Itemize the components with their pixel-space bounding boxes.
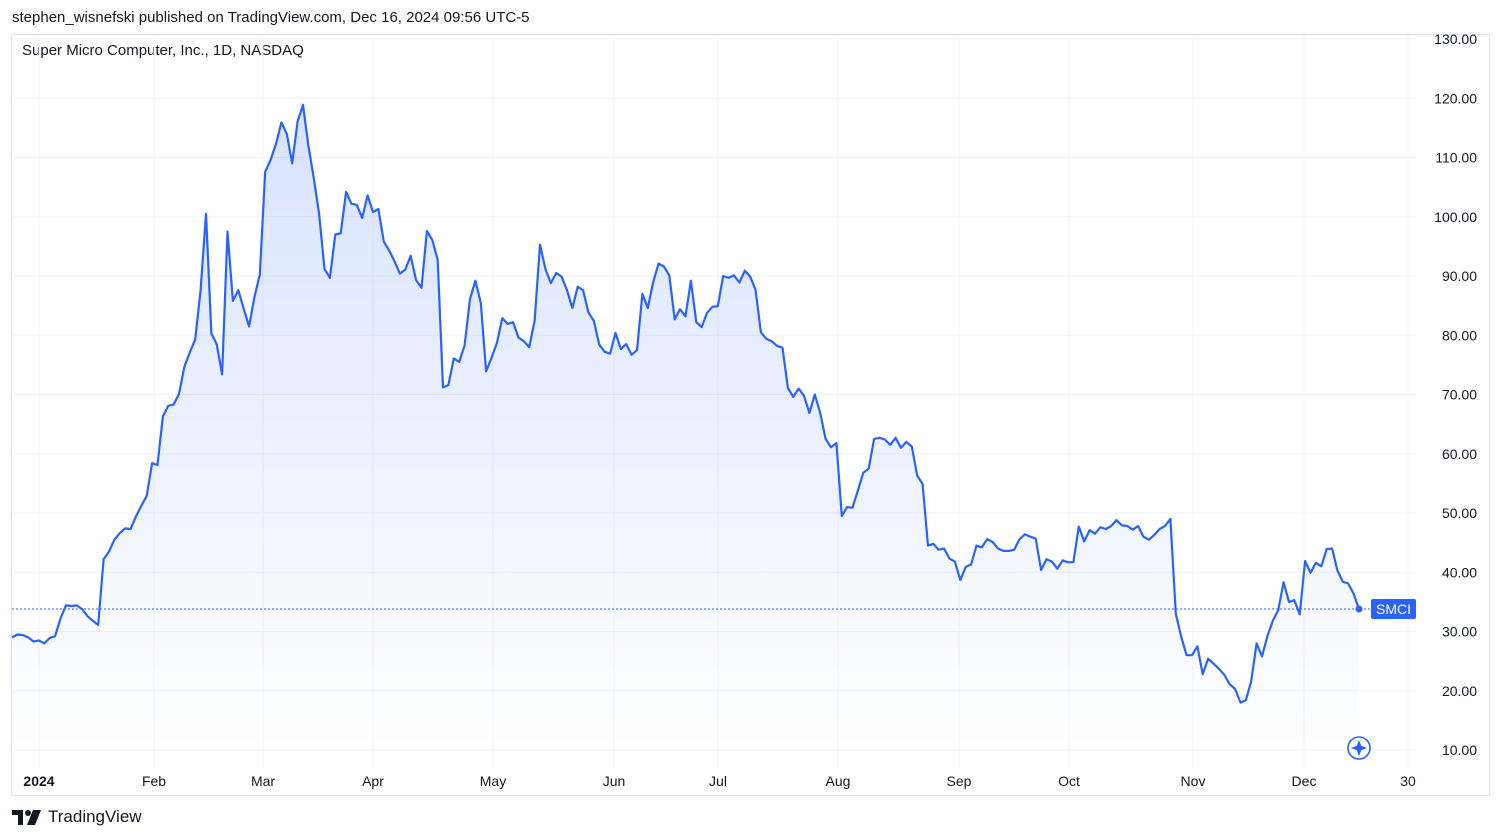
x-tick-label: Dec [1292, 773, 1317, 789]
y-tick-label: 50.00 [1442, 505, 1477, 521]
price-tag-background [1371, 598, 1416, 619]
x-tick-label: Oct [1058, 773, 1080, 789]
symbol-title: Super Micro Computer, Inc., 1D, NASDAQ [22, 42, 304, 59]
y-tick-label: 120.00 [1434, 90, 1477, 106]
y-tick-label: 130.00 [1434, 31, 1477, 47]
y-axis-ticks: 10.00 20.00 30.00 40.00 50.00 60.00 70.00 80.00… [1434, 31, 1477, 758]
x-tick-label: 2024 [23, 773, 54, 789]
compass-icon[interactable] [1347, 736, 1371, 760]
price-line [11, 103, 1361, 704]
x-tick-label: Aug [826, 773, 851, 789]
tradingview-logo-icon [12, 810, 41, 825]
x-axis-ticks: 2024 Feb Mar Apr May Jun Jul Aug Sep Oct Nov Dec 30 [23, 773, 1416, 789]
y-tick-label: 10.00 [1442, 742, 1477, 758]
x-tick-label: Apr [362, 773, 384, 789]
x-tick-label: 30 [1400, 773, 1416, 789]
y-tick-label: 70.00 [1442, 387, 1477, 403]
x-tick-label: Jun [603, 773, 626, 789]
x-tick-label: Jul [709, 773, 727, 789]
tradingview-logo[interactable]: TradingView [12, 807, 142, 827]
y-tick-label: 90.00 [1442, 268, 1477, 284]
last-price-dot [1355, 605, 1363, 613]
x-tick-label: May [480, 773, 506, 789]
x-tick-label: Mar [251, 773, 275, 789]
x-tick-label: Nov [1181, 773, 1206, 789]
tradingview-brand: TradingView [48, 807, 142, 826]
chart-frame [11, 34, 1490, 796]
y-tick-label: 20.00 [1442, 683, 1477, 699]
y-tick-label: 40.00 [1442, 564, 1477, 580]
y-tick-label: 80.00 [1442, 327, 1477, 343]
price-area-fill [12, 104, 1359, 751]
y-tick-label: 60.00 [1442, 446, 1477, 462]
x-tick-label: Feb [142, 773, 166, 789]
x-tick-label: Sep [947, 773, 972, 789]
publisher-line: stephen_wisnefski published on TradingVi… [12, 9, 530, 26]
y-tick-label: 30.00 [1442, 624, 1477, 640]
price-tag-label: SMCI [1376, 601, 1411, 617]
y-tick-label: 100.00 [1434, 209, 1477, 225]
y-tick-label: 110.00 [1435, 150, 1477, 166]
